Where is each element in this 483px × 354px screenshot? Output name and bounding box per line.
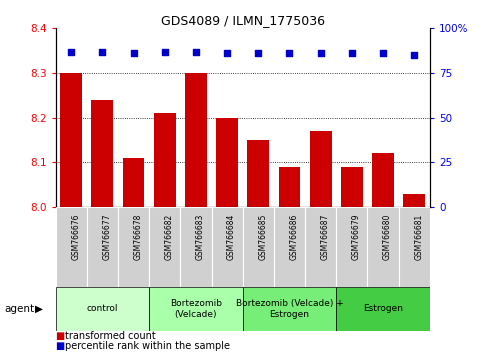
Bar (398, 207, 430, 287)
Bar (180, 207, 212, 287)
Bar (310, 131, 332, 207)
Text: GSM766683: GSM766683 (196, 213, 205, 260)
Text: GSM766684: GSM766684 (227, 213, 236, 260)
Point (379, 51, 387, 56)
Text: percentile rank within the sample: percentile rank within the sample (65, 341, 230, 351)
Text: Bortezomib
(Velcade): Bortezomib (Velcade) (170, 299, 222, 319)
Point (285, 51, 293, 56)
Text: agent: agent (5, 304, 35, 314)
Bar (87, 207, 118, 287)
Point (67, 49, 75, 55)
Text: GSM766678: GSM766678 (133, 213, 142, 260)
Point (223, 51, 231, 56)
Bar (149, 287, 242, 331)
Bar (149, 207, 180, 287)
Text: GSM766687: GSM766687 (321, 213, 330, 260)
Text: transformed count: transformed count (65, 331, 156, 341)
Point (411, 52, 418, 58)
Text: GSM766676: GSM766676 (71, 213, 80, 260)
Text: control: control (86, 304, 118, 313)
Text: ▶: ▶ (35, 304, 43, 314)
Bar (274, 207, 305, 287)
Text: GSM766686: GSM766686 (289, 213, 298, 260)
Point (99, 49, 106, 55)
Text: Estrogen: Estrogen (363, 304, 403, 313)
Bar (403, 194, 425, 207)
Bar (216, 118, 238, 207)
Bar (60, 73, 82, 207)
Bar (56, 287, 149, 331)
Bar (212, 207, 242, 287)
Bar (91, 100, 113, 207)
Point (161, 49, 169, 55)
Point (317, 51, 325, 56)
Title: GDS4089 / ILMN_1775036: GDS4089 / ILMN_1775036 (161, 14, 325, 27)
Text: GSM766685: GSM766685 (258, 213, 267, 260)
Bar (118, 207, 149, 287)
Text: GSM766682: GSM766682 (165, 213, 174, 260)
Bar (247, 140, 269, 207)
Bar (336, 207, 368, 287)
Text: GSM766679: GSM766679 (352, 213, 361, 260)
Bar (242, 207, 274, 287)
Text: ■: ■ (56, 331, 65, 341)
Point (348, 51, 356, 56)
Text: GSM766677: GSM766677 (102, 213, 112, 260)
Bar (154, 113, 176, 207)
Bar (242, 287, 336, 331)
Bar (368, 207, 398, 287)
Text: ■: ■ (56, 341, 65, 351)
Bar (341, 167, 363, 207)
Text: Bortezomib (Velcade) +
Estrogen: Bortezomib (Velcade) + Estrogen (236, 299, 343, 319)
Text: GSM766680: GSM766680 (383, 213, 392, 260)
Point (192, 49, 200, 55)
Bar (279, 167, 300, 207)
Bar (372, 154, 394, 207)
Bar (56, 207, 87, 287)
Bar (123, 158, 144, 207)
Point (255, 51, 262, 56)
Bar (185, 73, 207, 207)
Bar (305, 207, 336, 287)
Text: GSM766681: GSM766681 (414, 213, 423, 260)
Bar (336, 287, 430, 331)
Point (129, 51, 137, 56)
